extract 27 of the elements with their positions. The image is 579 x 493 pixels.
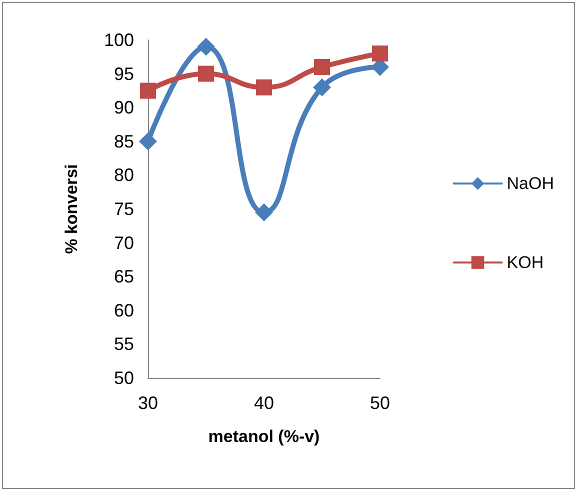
y-tick-label: 75	[114, 199, 134, 219]
y-tick-label: 65	[114, 266, 134, 287]
y-tick-label: 85	[114, 131, 134, 152]
x-tick-label: 50	[370, 393, 390, 413]
y-tick-label: 100	[104, 30, 134, 50]
point	[197, 38, 215, 56]
y-tick-label: 80	[114, 165, 134, 186]
legend-label: KOH	[506, 253, 544, 272]
y-tick-label: 70	[114, 232, 134, 253]
point	[314, 59, 330, 76]
y-tick-label: 60	[114, 300, 134, 320]
point	[255, 203, 273, 222]
y-tick-label: 90	[114, 98, 134, 118]
y-tick-label: 95	[114, 64, 134, 84]
y-tick-label: 55	[114, 334, 134, 354]
point	[198, 66, 214, 82]
legend-label: NaOH	[506, 174, 554, 193]
point	[139, 132, 157, 150]
point	[256, 79, 272, 96]
point	[313, 78, 331, 96]
point	[372, 46, 388, 62]
y-tick-label: 50	[114, 368, 134, 388]
x-tick-label: 30	[138, 393, 158, 413]
point	[140, 82, 156, 99]
x-axis-title: metanol (%-v)	[208, 427, 320, 446]
x-tick-label: 40	[254, 393, 274, 413]
y-axis-title: % konversi	[62, 164, 81, 254]
